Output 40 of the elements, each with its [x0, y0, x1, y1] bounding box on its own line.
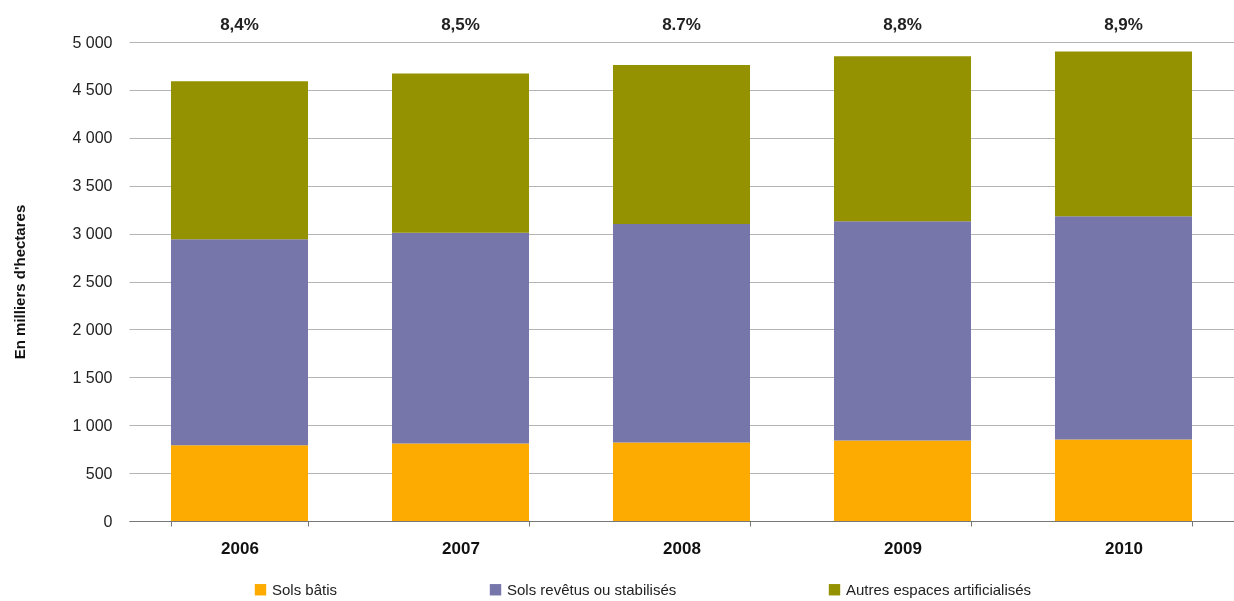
y-tick-label: 4 000	[72, 129, 113, 147]
legend-label: Autres espaces artificialisés	[846, 580, 1032, 598]
bar	[833, 440, 972, 521]
bar	[1054, 216, 1193, 440]
text: 8,4%	[220, 15, 259, 34]
bar	[1054, 51, 1193, 217]
bar	[1054, 439, 1193, 521]
y-tick-label: 2 500	[72, 273, 113, 290]
bar	[170, 239, 309, 446]
legend-label: Sols bâtis	[272, 580, 338, 598]
text: 8,9%	[1104, 15, 1143, 34]
bar	[612, 64, 751, 225]
bar	[170, 81, 309, 240]
x-tick-label: 2007	[442, 538, 480, 558]
y-tick-label: 4 500	[72, 81, 113, 99]
bar	[391, 232, 530, 444]
x-tick-label: 2010	[1105, 538, 1143, 558]
x-tick-label: 2006	[221, 538, 259, 558]
bar	[170, 445, 309, 521]
y-tick-label: 1 000	[72, 416, 113, 434]
y-tick-label: 3 000	[72, 225, 113, 243]
bar	[612, 224, 751, 443]
y-tick-label: 3 500	[72, 177, 113, 195]
bar	[391, 443, 530, 521]
text: 8.7%	[662, 15, 701, 34]
y-tick-label: 2 000	[72, 320, 113, 338]
text: 8,8%	[883, 15, 922, 34]
y-tick-label: 1 500	[72, 368, 113, 386]
y-tick-label: 0	[103, 512, 113, 530]
x-tick-label: 2008	[663, 538, 701, 558]
y-tick-label: 500	[85, 464, 113, 482]
x-tick-label: 2009	[884, 538, 922, 558]
bar	[391, 73, 530, 233]
bar	[833, 56, 972, 222]
text: 8,5%	[441, 15, 480, 34]
y-tick-label: 5 000	[72, 33, 113, 51]
bar	[833, 221, 972, 441]
legend-label: Sols revêtus ou stabilisés	[507, 580, 677, 598]
y-axis-title: En milliers d'hectares	[11, 204, 29, 360]
bar	[612, 442, 751, 521]
